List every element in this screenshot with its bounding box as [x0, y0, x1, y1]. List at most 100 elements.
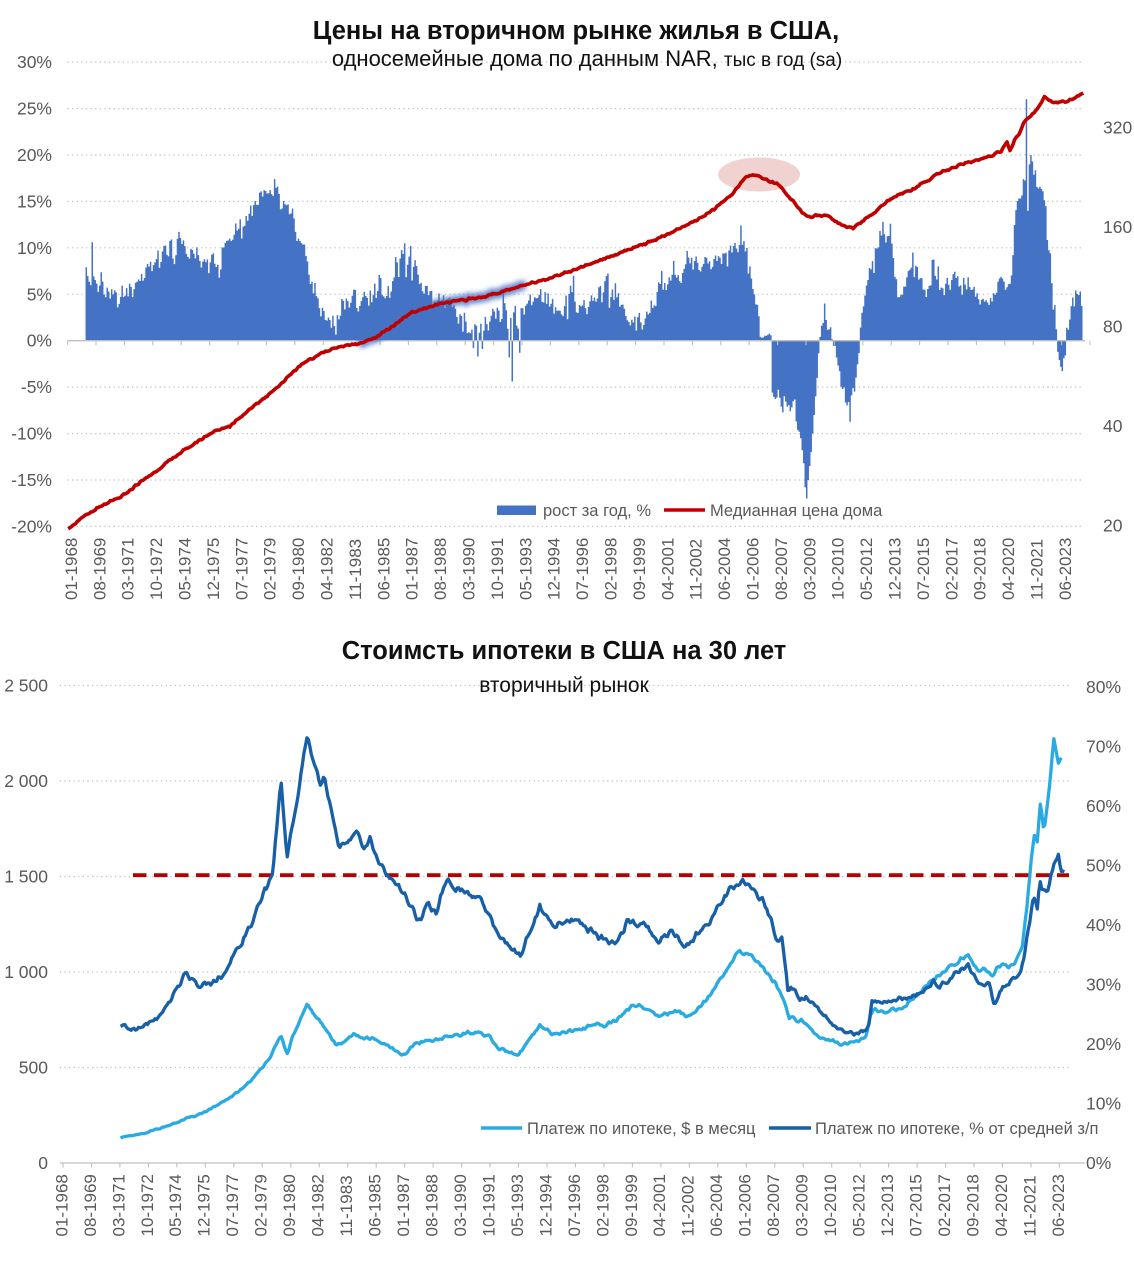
- svg-text:02-1998: 02-1998: [602, 538, 621, 600]
- svg-text:0%: 0%: [27, 331, 52, 351]
- svg-text:06-1985: 06-1985: [366, 1174, 385, 1236]
- svg-text:06-2023: 06-2023: [1056, 538, 1075, 600]
- svg-text:0: 0: [38, 1153, 48, 1173]
- svg-text:320: 320: [1103, 118, 1132, 138]
- svg-text:01-1968: 01-1968: [52, 1174, 71, 1236]
- svg-text:10-2010: 10-2010: [829, 538, 848, 600]
- svg-text:05-1993: 05-1993: [508, 1174, 527, 1236]
- svg-text:06-2004: 06-2004: [715, 538, 734, 600]
- svg-text:07-1977: 07-1977: [232, 538, 251, 600]
- svg-text:вторичный рынок: вторичный рынок: [479, 674, 649, 697]
- svg-text:06-1985: 06-1985: [374, 538, 393, 600]
- svg-text:11-1983: 11-1983: [337, 1175, 356, 1236]
- svg-text:0%: 0%: [1086, 1153, 1111, 1173]
- svg-text:20: 20: [1103, 516, 1123, 536]
- svg-text:10%: 10%: [1086, 1094, 1121, 1114]
- svg-text:05-2012: 05-2012: [850, 1174, 869, 1236]
- svg-text:07-1996: 07-1996: [573, 538, 592, 600]
- svg-text:07-2015: 07-2015: [914, 538, 933, 600]
- svg-text:Стоимсть ипотеки в США на 30 л: Стоимсть ипотеки в США на 30 лет: [342, 637, 787, 665]
- svg-text:1 000: 1 000: [4, 962, 48, 982]
- svg-text:-15%: -15%: [11, 470, 52, 490]
- svg-text:5%: 5%: [27, 284, 52, 304]
- svg-text:06-2023: 06-2023: [1049, 1174, 1068, 1236]
- svg-text:04-1982: 04-1982: [318, 538, 337, 600]
- svg-text:30%: 30%: [17, 52, 52, 72]
- svg-text:20%: 20%: [17, 145, 52, 165]
- svg-text:01-1987: 01-1987: [403, 538, 422, 600]
- svg-text:01-2006: 01-2006: [744, 538, 763, 600]
- svg-text:06-2004: 06-2004: [707, 1174, 726, 1236]
- svg-text:10-1972: 10-1972: [147, 538, 166, 600]
- svg-text:-20%: -20%: [11, 516, 52, 536]
- svg-text:04-2020: 04-2020: [992, 1174, 1011, 1236]
- svg-text:Платеж по ипотеке, % от средне: Платеж по ипотеке, % от средней з/п: [815, 1120, 1099, 1138]
- svg-text:30%: 30%: [1086, 975, 1121, 995]
- svg-text:08-1988: 08-1988: [431, 538, 450, 600]
- svg-text:04-2020: 04-2020: [999, 538, 1018, 600]
- svg-text:11-2021: 11-2021: [1028, 539, 1047, 600]
- svg-text:01-2006: 01-2006: [736, 1174, 755, 1236]
- svg-text:08-1969: 08-1969: [90, 538, 109, 600]
- svg-text:08-2007: 08-2007: [772, 538, 791, 600]
- svg-text:Платеж по ипотеке, $ в месяц: Платеж по ипотеке, $ в месяц: [527, 1120, 756, 1138]
- svg-text:05-1974: 05-1974: [176, 538, 195, 600]
- svg-text:11-2002: 11-2002: [679, 1175, 698, 1236]
- svg-text:10%: 10%: [17, 238, 52, 258]
- svg-text:09-1999: 09-1999: [622, 1174, 641, 1236]
- svg-text:07-1996: 07-1996: [565, 1174, 584, 1236]
- svg-text:12-2013: 12-2013: [878, 1174, 897, 1236]
- svg-text:односемейные дома по данным NA: односемейные дома по данным NAR, тыс в г…: [332, 46, 842, 71]
- svg-text:-5%: -5%: [21, 377, 52, 397]
- svg-text:02-1998: 02-1998: [593, 1174, 612, 1236]
- svg-text:08-2007: 08-2007: [764, 1174, 783, 1236]
- svg-text:01-1968: 01-1968: [62, 538, 81, 600]
- svg-text:05-2012: 05-2012: [857, 538, 876, 600]
- svg-text:80: 80: [1103, 317, 1123, 337]
- svg-text:500: 500: [19, 1058, 48, 1078]
- svg-text:07-1977: 07-1977: [223, 1174, 242, 1236]
- svg-text:2 500: 2 500: [4, 676, 48, 696]
- svg-text:15%: 15%: [17, 191, 52, 211]
- svg-text:03-1971: 03-1971: [109, 1174, 128, 1236]
- svg-text:09-1980: 09-1980: [289, 538, 308, 600]
- svg-text:Цены на вторичном рынке жилья: Цены на вторичном рынке жилья в США,: [313, 17, 839, 45]
- svg-text:40%: 40%: [1086, 915, 1121, 935]
- svg-text:09-1999: 09-1999: [630, 538, 649, 600]
- svg-text:03-1971: 03-1971: [119, 538, 138, 600]
- svg-text:09-1980: 09-1980: [280, 1174, 299, 1236]
- svg-text:02-2017: 02-2017: [942, 538, 961, 600]
- svg-text:Медианная цена дома: Медианная цена дома: [710, 502, 883, 520]
- svg-text:10-2010: 10-2010: [821, 1174, 840, 1236]
- svg-text:80%: 80%: [1086, 677, 1121, 697]
- svg-text:70%: 70%: [1086, 737, 1121, 757]
- svg-text:03-1990: 03-1990: [451, 1174, 470, 1236]
- svg-text:10-1972: 10-1972: [138, 1174, 157, 1236]
- svg-text:25%: 25%: [17, 99, 52, 119]
- svg-text:11-2021: 11-2021: [1020, 1175, 1039, 1236]
- svg-text:1 500: 1 500: [4, 867, 48, 887]
- svg-text:09-2018: 09-2018: [971, 538, 990, 600]
- svg-text:02-1979: 02-1979: [252, 1174, 271, 1236]
- svg-text:12-1994: 12-1994: [545, 538, 564, 600]
- svg-text:04-1982: 04-1982: [309, 1174, 328, 1236]
- svg-text:05-1974: 05-1974: [166, 1174, 185, 1236]
- svg-text:04-2001: 04-2001: [658, 538, 677, 600]
- svg-text:01-1987: 01-1987: [394, 1174, 413, 1236]
- svg-text:10-1991: 10-1991: [488, 538, 507, 600]
- svg-text:02-2017: 02-2017: [935, 1174, 954, 1236]
- svg-text:12-1975: 12-1975: [204, 538, 223, 600]
- svg-text:рост за год, %: рост за год, %: [543, 502, 651, 520]
- svg-text:12-1994: 12-1994: [536, 1174, 555, 1236]
- svg-text:07-2015: 07-2015: [906, 1174, 925, 1236]
- svg-text:160: 160: [1103, 217, 1132, 237]
- svg-text:60%: 60%: [1086, 796, 1121, 816]
- svg-text:02-1979: 02-1979: [261, 538, 280, 600]
- svg-text:12-1975: 12-1975: [195, 1174, 214, 1236]
- svg-text:05-1993: 05-1993: [516, 538, 535, 600]
- svg-text:08-1988: 08-1988: [423, 1174, 442, 1236]
- svg-text:12-2013: 12-2013: [886, 538, 905, 600]
- svg-text:-10%: -10%: [11, 424, 52, 444]
- svg-text:03-1990: 03-1990: [460, 538, 479, 600]
- svg-text:03-2009: 03-2009: [800, 538, 819, 600]
